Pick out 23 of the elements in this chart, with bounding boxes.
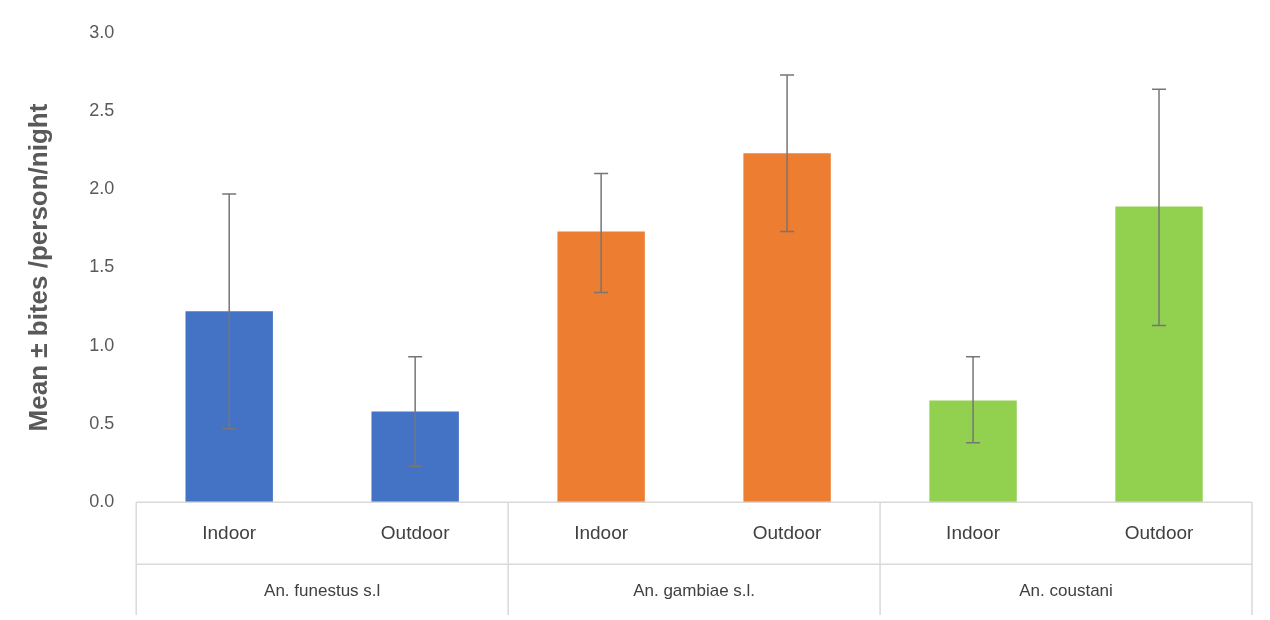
text: An. funestus s.l [264, 581, 381, 601]
bar [743, 153, 831, 503]
text: An. coustani [1019, 581, 1113, 601]
bar [185, 311, 273, 503]
x-tick-label: Indoor [946, 521, 1001, 543]
y-tick-label: 0.5 [89, 412, 115, 433]
y-tick-label: 3.0 [89, 21, 115, 42]
bar [557, 231, 645, 503]
x-tick-label: Indoor [574, 521, 629, 543]
x-tick-label: Outdoor [380, 521, 451, 543]
y-tick-label: 1.5 [89, 256, 115, 277]
x-tick-label: Indoor [202, 521, 257, 543]
bar [929, 400, 1017, 503]
bar [371, 411, 459, 503]
x-tick-label: Outdoor [1124, 521, 1195, 543]
x-tick-label: Outdoor [752, 521, 823, 543]
y-axis-title: Mean ± bites /person/night [22, 103, 53, 432]
y-tick-label: 2.5 [89, 100, 115, 120]
bar [1115, 206, 1203, 503]
y-tick-label: 0.0 [89, 491, 115, 512]
text: An. gambiae s.l. [633, 581, 756, 601]
y-tick-label: 2.0 [89, 178, 115, 199]
y-tick-label: 1.0 [89, 334, 115, 355]
